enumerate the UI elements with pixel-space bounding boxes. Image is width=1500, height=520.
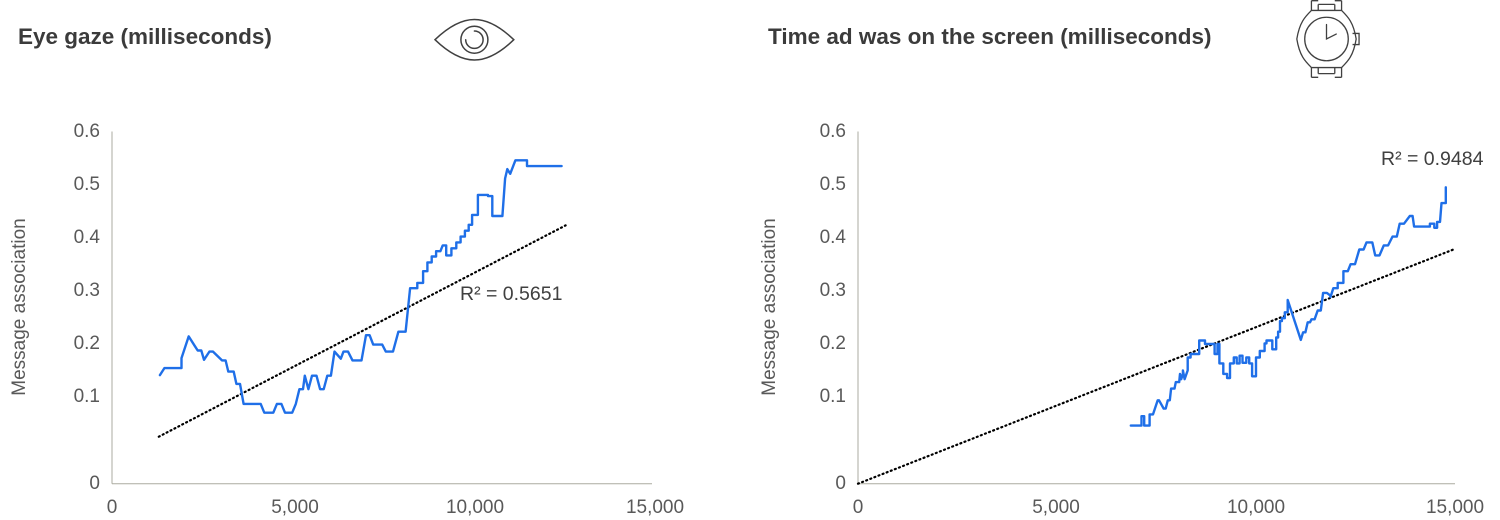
- svg-text:0.2: 0.2: [820, 333, 846, 354]
- svg-text:0.2: 0.2: [74, 333, 100, 354]
- svg-text:0.4: 0.4: [74, 227, 101, 248]
- svg-text:0.3: 0.3: [74, 280, 100, 301]
- svg-text:10,000: 10,000: [446, 497, 504, 518]
- svg-text:0: 0: [835, 473, 846, 494]
- svg-text:0.1: 0.1: [820, 386, 846, 407]
- svg-text:0.5: 0.5: [820, 174, 846, 195]
- svg-text:R² = 0.5651: R² = 0.5651: [460, 283, 562, 305]
- svg-text:5,000: 5,000: [271, 497, 319, 518]
- svg-text:R² = 0.9484: R² = 0.9484: [1381, 148, 1484, 170]
- svg-text:5,000: 5,000: [1032, 497, 1080, 518]
- svg-text:15,000: 15,000: [1426, 497, 1484, 518]
- svg-text:0.1: 0.1: [74, 386, 100, 407]
- svg-text:0: 0: [89, 473, 100, 494]
- svg-text:0.6: 0.6: [820, 121, 846, 142]
- svg-text:0: 0: [107, 497, 118, 518]
- svg-text:15,000: 15,000: [626, 497, 684, 518]
- svg-text:0.4: 0.4: [820, 227, 847, 248]
- svg-text:0.3: 0.3: [820, 280, 846, 301]
- svg-text:0.6: 0.6: [74, 121, 100, 142]
- svg-text:0.5: 0.5: [74, 174, 100, 195]
- svg-text:0: 0: [853, 497, 864, 518]
- svg-text:10,000: 10,000: [1227, 497, 1285, 518]
